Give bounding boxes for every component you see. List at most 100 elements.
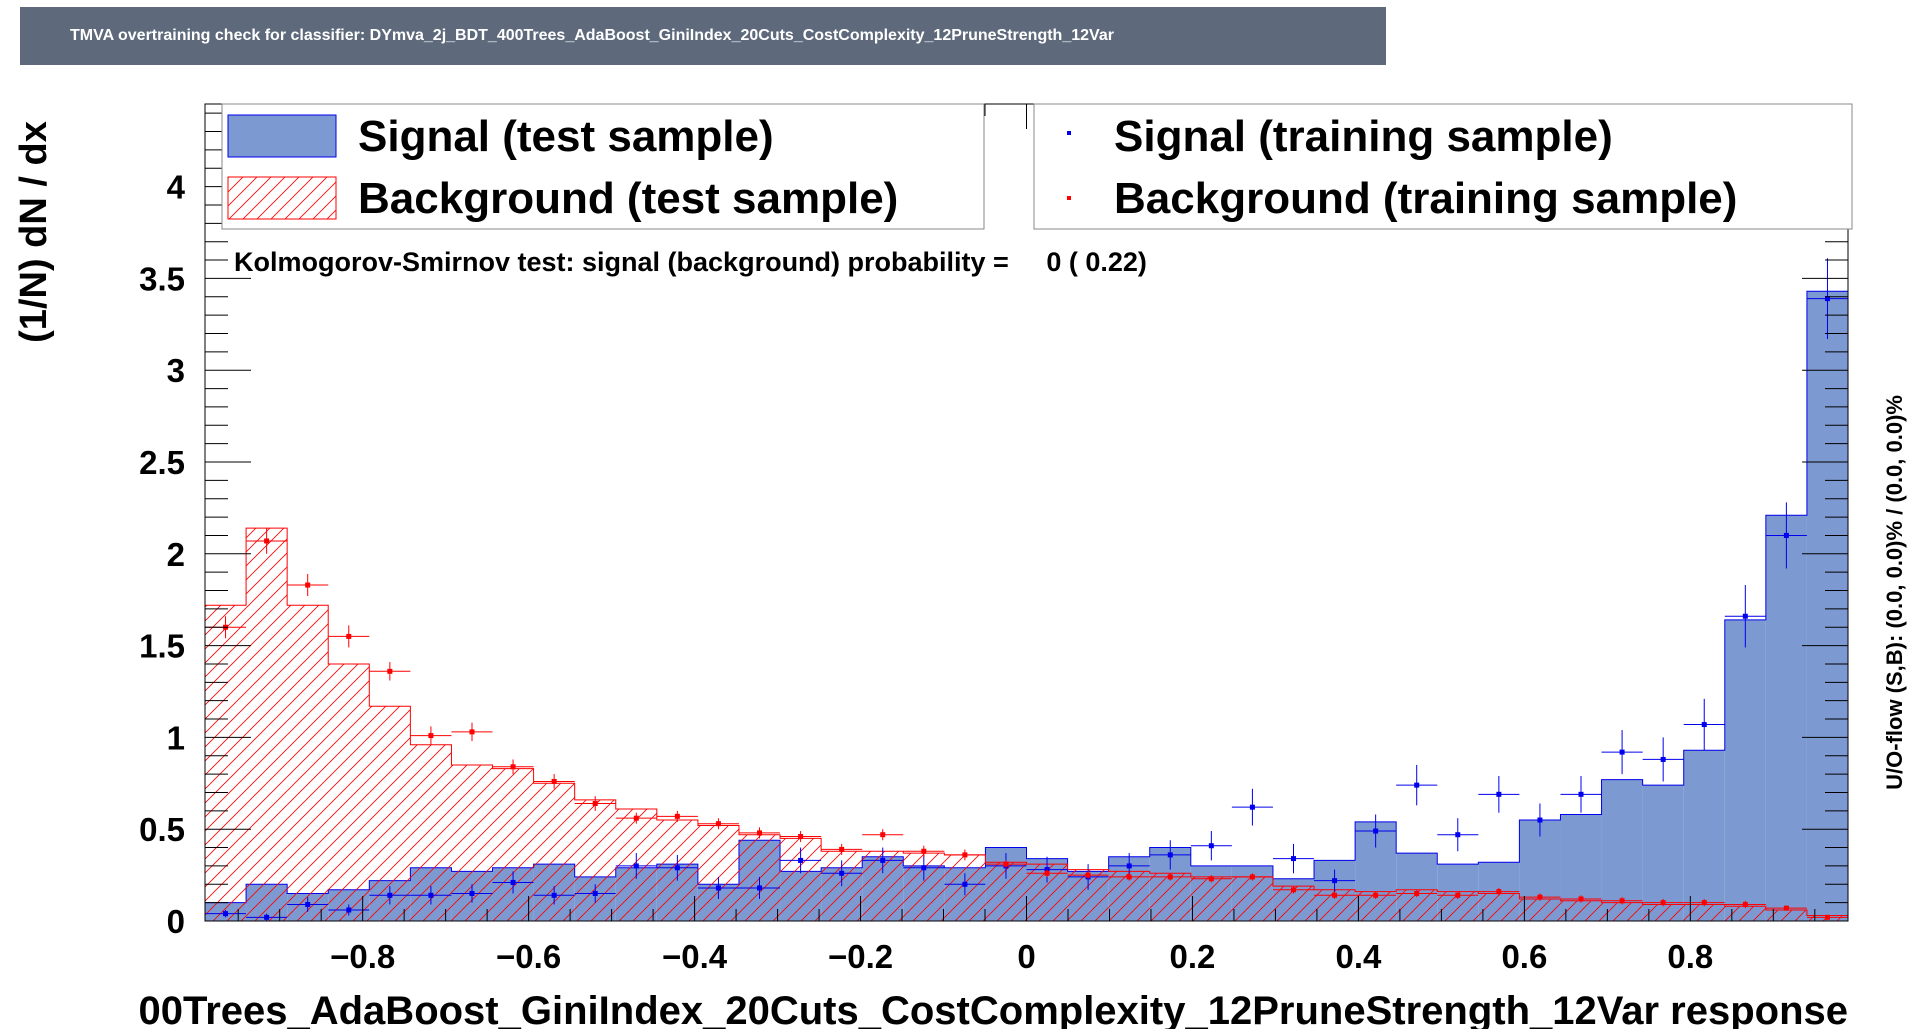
background-train-point: [921, 848, 927, 854]
signal-test-bar: [1765, 515, 1807, 921]
signal-train-point: [592, 890, 598, 896]
background-test-bar: [1724, 906, 1766, 921]
signal-train-point: [510, 879, 516, 885]
signal-train-point: [1496, 791, 1502, 797]
background-train-point: [469, 729, 475, 735]
signal-train-point: [1126, 863, 1132, 869]
overflow-label: U/O-flow (S,B): (0.0, 0.0)% / (0.0, 0.0)…: [1882, 395, 1907, 790]
signal-train-point: [1578, 791, 1584, 797]
signal-train-point: [1208, 843, 1214, 849]
background-train-point: [1085, 872, 1091, 878]
signal-test-bar: [1683, 750, 1725, 921]
background-train-point: [633, 815, 639, 821]
background-train-point: [715, 821, 721, 827]
signal-train-point: [305, 901, 311, 907]
signal-train-point: [223, 911, 229, 917]
background-train-point: [551, 778, 557, 784]
signal-train-point: [346, 907, 352, 913]
legend-marker-background-train: [1067, 196, 1071, 200]
background-test-bar: [1683, 904, 1725, 921]
signal-train-point: [428, 892, 434, 898]
background-train-point: [757, 830, 763, 836]
signal-train-point: [1167, 852, 1173, 858]
signal-train-point: [633, 863, 639, 869]
signal-train-point: [757, 885, 763, 891]
signal-train-point: [921, 865, 927, 871]
signal-train-point: [798, 857, 804, 863]
signal-train-point: [962, 881, 968, 887]
x-tick-label: −0.8: [330, 938, 395, 975]
signal-test-bar: [1724, 619, 1766, 921]
background-test-bar: [328, 663, 370, 921]
signal-train-point: [1290, 856, 1296, 862]
signal-train-point: [1332, 878, 1338, 884]
y-tick-label: 0.5: [139, 811, 185, 848]
background-train-point: [1578, 896, 1584, 902]
signal-test-bar: [1642, 785, 1684, 921]
background-train-point: [1003, 861, 1009, 867]
signal-train-point: [1249, 804, 1255, 810]
background-train-point: [1373, 892, 1379, 898]
background-train-point: [305, 582, 311, 588]
legend-label-signal-train: Signal (training sample): [1114, 112, 1613, 161]
x-tick-label: −0.4: [662, 938, 728, 975]
background-test-bar: [1478, 893, 1520, 921]
background-train-point: [1742, 901, 1748, 907]
legend-swatch-signal-test: [227, 114, 337, 158]
background-train-point: [798, 834, 804, 840]
x-tick-label: 0.8: [1667, 938, 1713, 975]
background-train-point: [1619, 898, 1625, 904]
background-train-point: [510, 764, 516, 770]
y-tick-label: 2: [167, 536, 185, 573]
background-test-bar: [697, 825, 739, 921]
background-test-outline: [204, 527, 1849, 921]
background-train-point: [387, 668, 393, 674]
x-tick-label: 0.2: [1170, 938, 1216, 975]
background-train-point: [428, 733, 434, 739]
background-test-bar: [1642, 904, 1684, 921]
signal-train-point: [715, 885, 721, 891]
legend-label-background-test: Background (test sample): [358, 174, 898, 223]
y-tick-label: 1: [167, 719, 185, 756]
signal-train-point: [1537, 817, 1543, 823]
background-train-point: [1537, 894, 1543, 900]
background-train-point: [1208, 876, 1214, 882]
y-tick-label: 0: [167, 903, 185, 940]
legend-box-left: [221, 103, 985, 230]
signal-train-point: [1783, 532, 1789, 538]
background-test-bar: [369, 706, 411, 921]
background-train-point: [1660, 900, 1666, 906]
y-tick-label: 1.5: [139, 628, 185, 665]
signal-train-point: [1414, 782, 1420, 788]
background-test-bar: [246, 528, 288, 921]
legend-label-background-train: Background (training sample): [1114, 174, 1737, 223]
x-tick-label: −0.6: [496, 938, 561, 975]
background-train-point: [962, 852, 968, 858]
y-tick-label: 4: [167, 169, 186, 206]
x-tick-label: 0.4: [1335, 938, 1382, 975]
legend-box-right: [1033, 103, 1853, 230]
background-train-point: [1249, 874, 1255, 880]
signal-train-point: [1824, 296, 1830, 302]
background-test-bar: [1601, 902, 1643, 921]
legend-label-signal-test: Signal (test sample): [358, 112, 774, 161]
background-train-point: [880, 832, 886, 838]
signal-train-point: [839, 870, 845, 876]
background-test-bar: [1765, 909, 1807, 921]
x-axis-label: 00Trees_AdaBoost_GiniIndex_20Cuts_CostCo…: [138, 989, 1848, 1029]
background-test-bar: [1519, 898, 1561, 921]
background-test-bar: [287, 605, 329, 921]
background-train-point: [1126, 874, 1132, 880]
legend-marker-signal-train: [1067, 131, 1071, 135]
signal-train-point: [1373, 828, 1379, 834]
background-train-point: [1783, 905, 1789, 911]
background-train-point: [1496, 889, 1502, 895]
background-train-point: [1824, 914, 1830, 920]
y-tick-label: 3.5: [139, 260, 185, 297]
x-tick-label: 0: [1017, 938, 1035, 975]
background-test-bar: [574, 799, 616, 921]
signal-train-point: [1742, 613, 1748, 619]
signal-train-point: [674, 865, 680, 871]
signal-train-point: [469, 890, 475, 896]
